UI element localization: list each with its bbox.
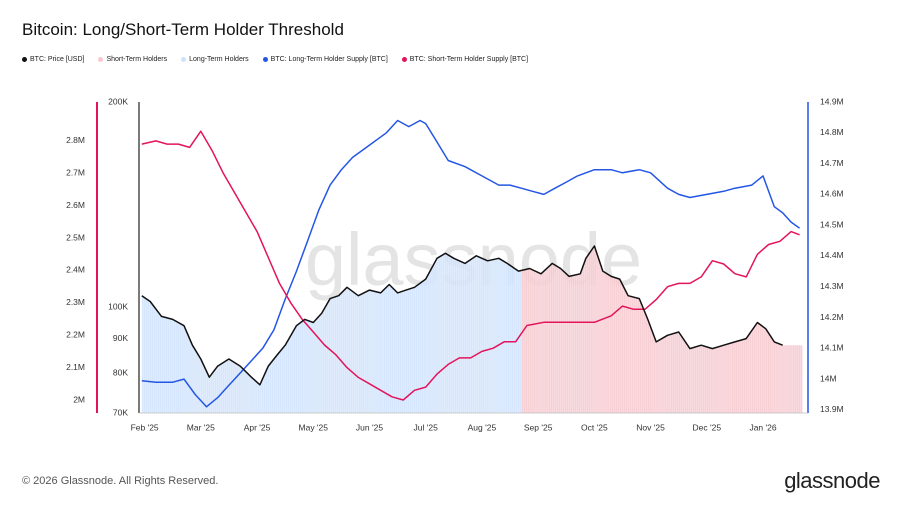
x-tick-label: Jul '25: [414, 422, 439, 432]
lth-supply-tick-label: 14.7M: [820, 158, 844, 168]
sth-supply-tick-label: 2.4M: [66, 265, 85, 275]
legend-lth-supply-swatch: [262, 57, 268, 62]
legend-lth-shading-label: Long-Term Holders: [189, 56, 249, 63]
legend-item-short-term-holders[interactable]: Short-Term Holders: [98, 56, 167, 63]
lth-supply-tick-label: 14.1M: [820, 343, 844, 353]
legend: BTC: Price [USD] Short-Term Holders Long…: [22, 56, 528, 63]
price-tick-label: 100K: [108, 302, 128, 312]
sth-supply-tick-label: 2.3M: [66, 297, 85, 307]
lth-supply-tick-label: 13.9M: [820, 404, 844, 414]
sth-supply-tick-label: 2.7M: [66, 168, 85, 178]
sth-supply-tick-label: 2.6M: [66, 200, 85, 210]
lth-supply-tick-label: 14.3M: [820, 281, 844, 291]
price-tick-label: 200K: [108, 96, 128, 106]
sth-regime-shading: [521, 246, 803, 413]
price-tick-label: 90K: [113, 333, 128, 343]
lth-supply-tick-label: 14.8M: [820, 127, 844, 137]
legend-lth-supply-label: BTC: Long-Term Holder Supply [BTC]: [270, 56, 388, 63]
price-tick-label: 70K: [113, 407, 128, 417]
legend-sth-shading-swatch: [98, 57, 104, 62]
x-tick-label: Oct '25: [581, 422, 608, 432]
sth-supply-line: [141, 130, 800, 401]
lth-supply-tick-label: 14.6M: [820, 189, 844, 199]
lth-regime-shading: [141, 253, 522, 413]
x-tick-label: Sep '25: [524, 422, 553, 432]
legend-item-lth-supply[interactable]: BTC: Long-Term Holder Supply [BTC]: [262, 56, 388, 63]
legend-price-label: BTC: Price [USD]: [30, 56, 85, 63]
lth-supply-tick-label: 14.5M: [820, 219, 844, 229]
x-tick-label: Jun '25: [356, 422, 383, 432]
chart-title: Bitcoin: Long/Short-Term Holder Threshol…: [22, 20, 344, 39]
x-tick-label: May '25: [299, 422, 329, 432]
sth-supply-tick-label: 2.5M: [66, 232, 85, 242]
legend-sth-supply-swatch: [401, 57, 407, 62]
legend-sth-shading-label: Short-Term Holders: [106, 56, 168, 63]
legend-item-sth-supply[interactable]: BTC: Short-Term Holder Supply [BTC]: [401, 56, 529, 63]
lth-supply-tick-label: 14.4M: [820, 250, 844, 260]
x-tick-label: Aug '25: [468, 422, 497, 432]
x-tick-label: Dec '25: [693, 422, 722, 432]
x-tick-label: Nov '25: [636, 422, 665, 432]
lth-supply-tick-label: 14M: [820, 373, 837, 383]
x-tick-label: Jan '26: [749, 422, 776, 432]
x-tick-label: Feb '25: [131, 422, 159, 432]
x-tick-label: Mar '25: [187, 422, 215, 432]
legend-sth-supply-label: BTC: Short-Term Holder Supply [BTC]: [409, 56, 529, 63]
copyright-text: © 2026 Glassnode. All Rights Reserved.: [22, 475, 219, 487]
sth-supply-tick-label: 2M: [73, 394, 85, 404]
legend-item-long-term-holders[interactable]: Long-Term Holders: [181, 56, 249, 63]
price-line: [141, 245, 783, 386]
lth-supply-line: [141, 119, 801, 408]
lth-supply-tick-label: 14.2M: [820, 312, 844, 322]
x-tick-label: Apr '25: [244, 422, 271, 432]
legend-price-swatch: [22, 57, 27, 62]
sth-supply-tick-label: 2.1M: [66, 362, 85, 372]
legend-lth-shading-swatch: [181, 57, 187, 62]
legend-item-price[interactable]: BTC: Price [USD]: [22, 56, 84, 63]
sth-supply-tick-label: 2.8M: [66, 135, 85, 145]
lth-supply-tick-label: 14.9M: [820, 96, 844, 106]
sth-supply-tick-label: 2.2M: [66, 330, 85, 340]
price-tick-label: 80K: [113, 368, 128, 378]
brand-logo[interactable]: glassnode: [784, 468, 880, 493]
